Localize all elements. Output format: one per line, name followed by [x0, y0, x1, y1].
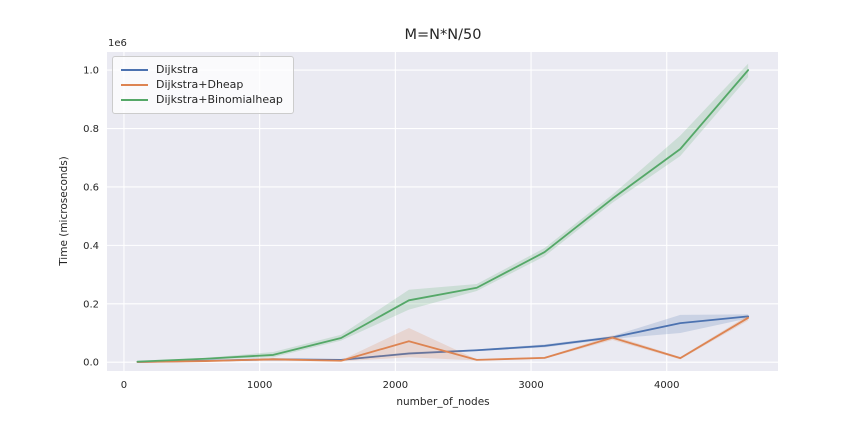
series-line-dijkstra-binomialheap	[136, 69, 750, 363]
legend-item-dijkstra: Dijkstra	[121, 62, 283, 77]
y-axis-offset-text: 1e6	[108, 38, 127, 49]
x-tick-label: 0	[121, 380, 127, 391]
y-tick-label: 0.0	[83, 358, 99, 369]
x-tick-label: 2000	[383, 380, 408, 391]
y-tick-label: 0.6	[83, 182, 99, 193]
y-axis-label: Time (microseconds)	[58, 156, 70, 266]
legend-line-swatch	[121, 98, 148, 101]
legend-label: Dijkstra+Dheap	[156, 78, 244, 91]
y-tick-label: 0.4	[83, 241, 99, 252]
x-tick-label: 4000	[654, 380, 679, 391]
y-tick-label: 1.0	[83, 66, 99, 77]
chart-title: M=N*N/50	[404, 27, 482, 43]
legend: Dijkstra Dijkstra+Dheap Dijkstra+Binomia…	[112, 56, 294, 114]
legend-label: Dijkstra	[156, 63, 199, 76]
legend-item-dijkstra-binomialheap: Dijkstra+Binomialheap	[121, 92, 283, 107]
legend-line-swatch	[121, 83, 148, 86]
legend-label: Dijkstra+Binomialheap	[156, 93, 283, 106]
x-axis-label: number_of_nodes	[396, 396, 490, 408]
y-tick-label: 0.2	[83, 299, 99, 310]
x-tick-label: 3000	[518, 380, 543, 391]
y-tick-label: 0.8	[83, 124, 99, 135]
legend-line-swatch	[121, 68, 148, 71]
x-tick-label: 1000	[247, 380, 272, 391]
series-band-dijkstra-dheap	[137, 315, 749, 363]
series-line-dijkstra-dheap	[136, 316, 750, 363]
legend-item-dijkstra-dheap: Dijkstra+Dheap	[121, 77, 283, 92]
